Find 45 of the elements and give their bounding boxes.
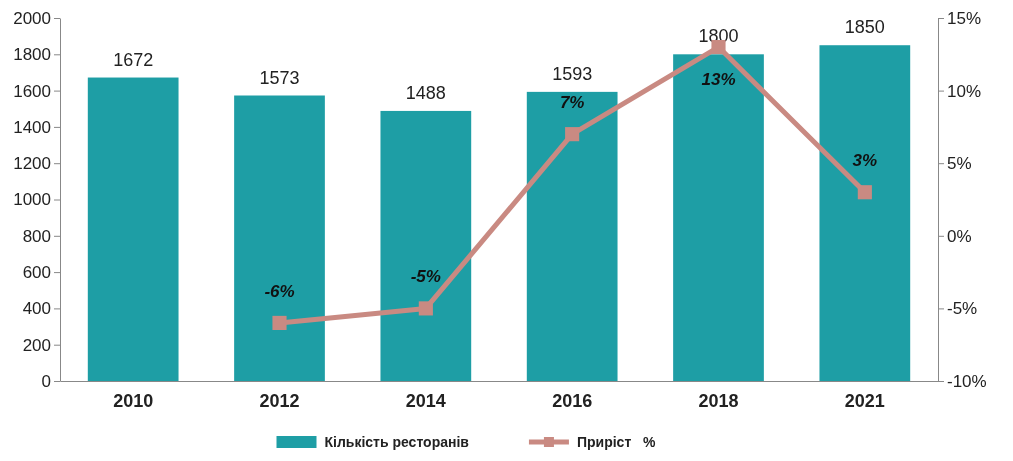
legend-label: Кількість ресторанів — [324, 434, 470, 450]
y2-tick-label: 15% — [947, 8, 982, 28]
x-tick-label: 2018 — [698, 391, 739, 412]
y-tick-label: 400 — [22, 299, 51, 319]
data-label: -5% — [410, 267, 441, 287]
data-label: 1573 — [259, 67, 300, 88]
y2-tick-label: -10% — [947, 371, 987, 391]
data-label: -6% — [264, 281, 295, 301]
x-tick-label: 2021 — [844, 391, 885, 412]
y2-tick-label: 0% — [947, 226, 972, 246]
point — [418, 301, 433, 316]
point — [857, 185, 872, 200]
bar — [526, 91, 618, 381]
x-tick-label: 2012 — [259, 391, 300, 412]
data-label: 3% — [852, 151, 878, 171]
y-tick-label: 2000 — [13, 8, 51, 28]
y2-tick-label: -5% — [947, 299, 978, 319]
y-tick-label: 600 — [22, 263, 51, 283]
legend-label: Приріст % — [576, 434, 656, 450]
point — [272, 315, 287, 330]
y2-tick-label: 10% — [947, 81, 982, 101]
x-tick-label: 2010 — [113, 391, 154, 412]
y-tick-label: 200 — [22, 335, 51, 355]
y2-tick-label: 5% — [947, 154, 972, 174]
data-label: 1850 — [844, 17, 885, 38]
y-tick-label: 1600 — [13, 81, 51, 101]
y-tick-label: 1800 — [13, 45, 51, 65]
y-tick-label: 800 — [22, 226, 51, 246]
y-tick-label: 1200 — [13, 154, 51, 174]
data-label: 7% — [559, 93, 585, 113]
data-label: 1488 — [405, 82, 446, 103]
data-label: 1593 — [552, 63, 593, 84]
x-tick-label: 2016 — [552, 391, 593, 412]
bar — [87, 77, 179, 381]
data-label: 1672 — [113, 49, 154, 70]
bar — [673, 54, 764, 381]
data-label: 13% — [701, 70, 736, 90]
x-tick-label: 2014 — [405, 391, 446, 412]
point — [565, 127, 580, 142]
y-tick-label: 0 — [41, 371, 51, 391]
bar — [819, 45, 911, 381]
y-tick-label: 1000 — [13, 190, 51, 210]
bar — [380, 110, 472, 381]
y-tick-label: 1400 — [13, 117, 51, 137]
bar — [234, 95, 325, 381]
